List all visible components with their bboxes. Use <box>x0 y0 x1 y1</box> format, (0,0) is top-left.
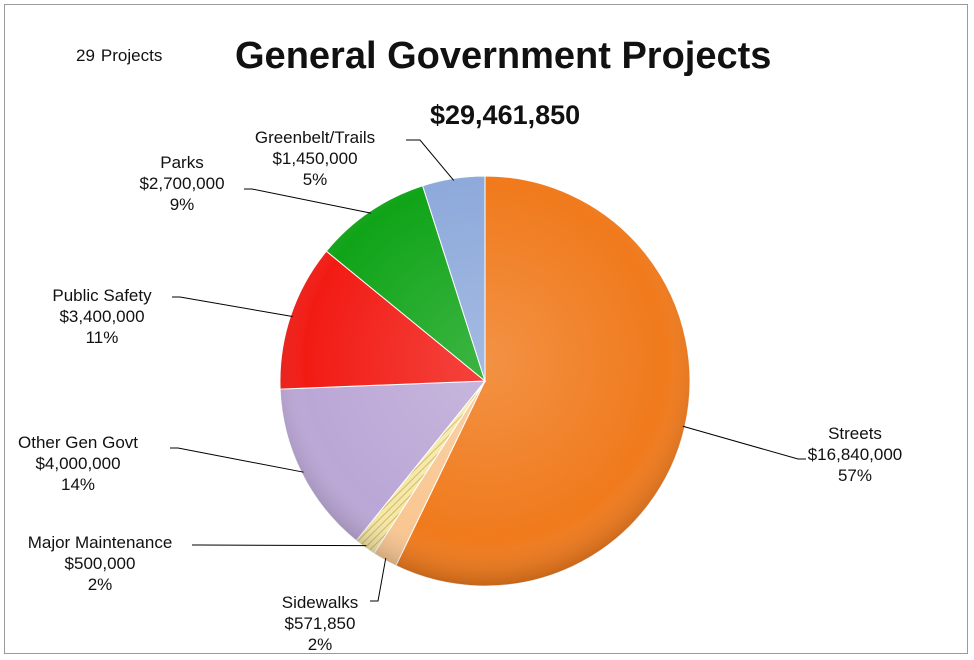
label-percent: 2% <box>282 634 359 655</box>
label-percent: 2% <box>28 574 173 595</box>
label-name: Streets <box>808 423 903 444</box>
leader-line-streets <box>683 426 806 459</box>
leader-line-major-maintenance <box>192 545 366 546</box>
label-amount: $4,000,000 <box>18 453 138 474</box>
label-amount: $571,850 <box>282 613 359 634</box>
label-percent: 5% <box>255 169 375 190</box>
label-amount: $500,000 <box>28 553 173 574</box>
label-amount: $16,840,000 <box>808 444 903 465</box>
label-name: Greenbelt/Trails <box>255 127 375 148</box>
data-label-public-safety: Public Safety $3,400,000 11% <box>52 285 151 348</box>
leader-line-public-safety <box>172 297 293 317</box>
label-name: Sidewalks <box>282 592 359 613</box>
label-percent: 57% <box>808 465 903 486</box>
leader-line-greenbelt-trails <box>406 140 454 180</box>
leader-line-other-gen-govt <box>170 448 304 472</box>
data-label-parks: Parks $2,700,000 9% <box>139 152 224 215</box>
leader-line-parks <box>244 189 371 213</box>
label-name: Other Gen Govt <box>18 432 138 453</box>
label-percent: 9% <box>139 194 224 215</box>
leader-line-sidewalks <box>370 558 386 601</box>
label-percent: 11% <box>52 327 151 348</box>
data-label-sidewalks: Sidewalks $571,850 2% <box>282 592 359 655</box>
label-name: Major Maintenance <box>28 532 173 553</box>
data-label-streets: Streets $16,840,000 57% <box>808 423 903 486</box>
label-percent: 14% <box>18 474 138 495</box>
data-label-major-maintenance: Major Maintenance $500,000 2% <box>28 532 173 595</box>
data-label-other-gen-govt: Other Gen Govt $4,000,000 14% <box>18 432 138 495</box>
label-name: Parks <box>139 152 224 173</box>
label-amount: $3,400,000 <box>52 306 151 327</box>
label-name: Public Safety <box>52 285 151 306</box>
label-amount: $1,450,000 <box>255 148 375 169</box>
data-label-greenbelt-trails: Greenbelt/Trails $1,450,000 5% <box>255 127 375 190</box>
label-amount: $2,700,000 <box>139 173 224 194</box>
